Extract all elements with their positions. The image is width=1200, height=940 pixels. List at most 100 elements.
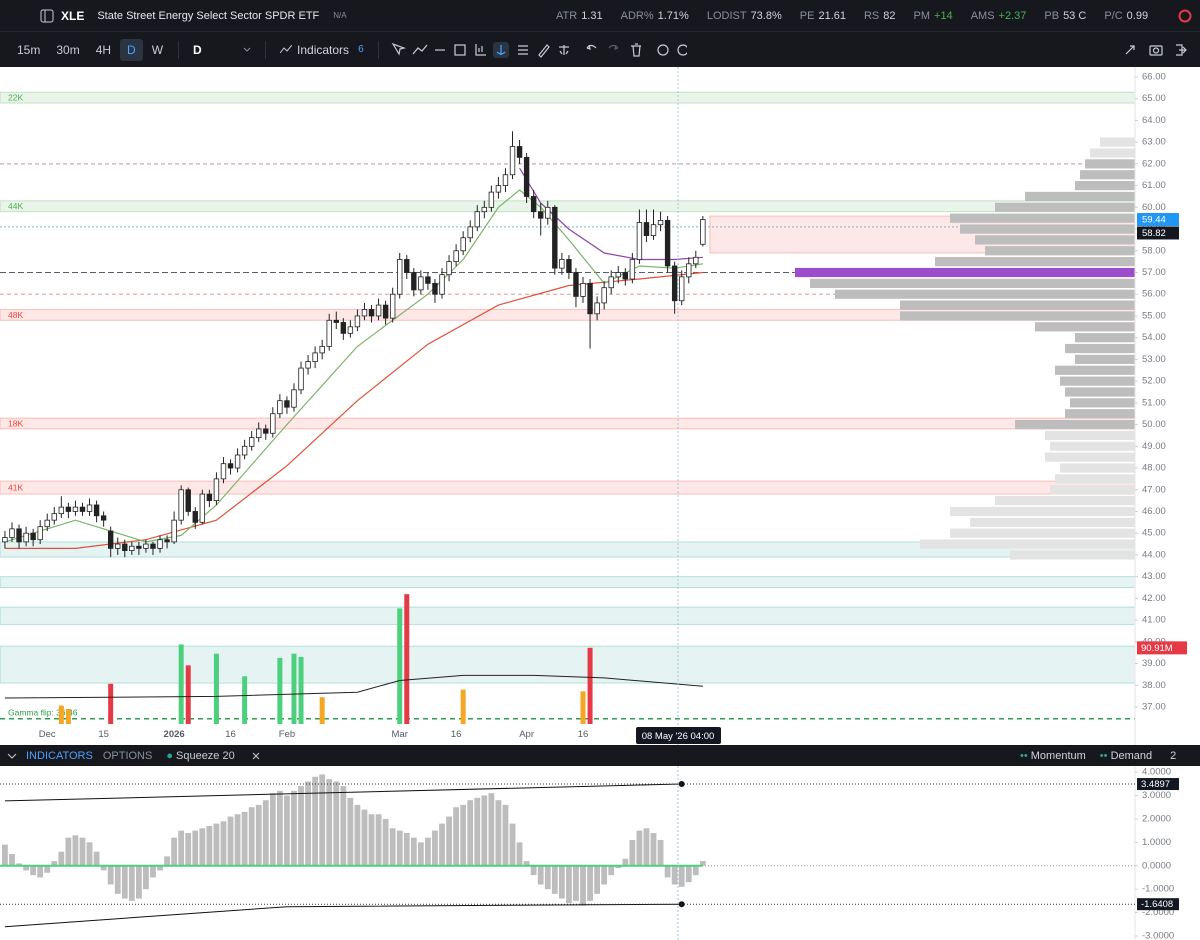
zone — [0, 480, 1136, 495]
collapse-chevron[interactable] — [7, 752, 17, 760]
panel-tab[interactable]: INDICATORS — [26, 750, 93, 762]
study-name[interactable]: Squeeze 20 — [176, 750, 235, 762]
close-study[interactable] — [251, 751, 261, 761]
y-tick-label: 47.00 — [1142, 484, 1166, 495]
pane-item-dot: •• — [1099, 750, 1111, 762]
candle-body — [545, 206, 551, 219]
toolbar: 15m 30m 4H D W D Indicators 6 — [0, 32, 1200, 67]
candle-body — [234, 454, 241, 469]
candle-body — [432, 282, 438, 295]
panel-tab[interactable]: OPTIONS — [102, 750, 153, 762]
snapshot-tools[interactable] — [1120, 40, 1190, 60]
candle-body — [488, 191, 495, 208]
momentum-bar — [608, 865, 615, 876]
indicators-icon — [280, 44, 293, 53]
x-tick-label: Apr — [519, 729, 534, 740]
y-tick-label: 65.00 — [1142, 93, 1166, 104]
stat-label: ATR — [556, 9, 578, 22]
stat: PE 21.61 — [800, 10, 846, 22]
study-dot: ● — [166, 750, 173, 762]
stat-label: PM — [913, 9, 931, 22]
candle-body — [30, 532, 36, 541]
oi-bar — [185, 665, 191, 724]
stat-label: AMS — [970, 9, 995, 22]
y-tick-label: 50.00 — [1142, 419, 1166, 430]
profile-bar — [1050, 441, 1135, 451]
candle-body — [347, 326, 354, 334]
y-tick-label: 49.00 — [1142, 441, 1166, 452]
interval-button[interactable]: D — [120, 38, 143, 61]
separator — [377, 40, 379, 59]
candle-body — [411, 272, 417, 291]
profile-bar — [795, 267, 1135, 278]
momentum-chart[interactable]: 4.0000 3.0000 2.0000 1.0000 0.0000 -1.0000 -2.… — [0, 766, 1200, 940]
momentum-bar — [467, 800, 474, 866]
price-chart[interactable]: 22K 44K 48K 18K 41K Gamma flip: 36.46 37.00 38.… — [0, 67, 1200, 745]
interval-select[interactable]: D — [187, 39, 257, 61]
y-tick-label: -2.0000 — [1142, 907, 1174, 918]
candle-body — [418, 276, 424, 291]
momentum-bar — [446, 816, 452, 866]
candle-body — [495, 185, 502, 193]
open-interest — [4, 594, 703, 724]
interval-button[interactable]: 4H — [95, 42, 112, 57]
profile-bar — [995, 202, 1135, 212]
zone — [0, 200, 1136, 213]
momentum-bar — [178, 830, 185, 866]
indicators-button[interactable]: Indicators 6 — [274, 39, 370, 61]
stat-label: LODIST — [706, 9, 747, 22]
momentum-bar — [488, 793, 495, 866]
candle-body — [58, 506, 65, 515]
momentum-bar — [347, 797, 354, 866]
momentum-bar — [269, 793, 276, 866]
momentum-bar — [580, 865, 586, 906]
stat: LODIST 73.8% — [707, 10, 782, 22]
candle-body — [375, 304, 382, 317]
oi-bar — [65, 708, 71, 724]
profile-bar — [835, 289, 1135, 299]
momentum-bar — [276, 790, 283, 866]
symbol[interactable]: XLE — [61, 8, 85, 23]
interval-button[interactable]: 30m — [56, 42, 80, 57]
indicator-count: 6 — [358, 44, 364, 55]
candle-body — [326, 319, 332, 347]
profile-bar — [975, 235, 1135, 245]
momentum-axis: 4.0000 3.0000 2.0000 1.0000 0.0000 -1.0000 -2.… — [1134, 766, 1179, 940]
pane-item[interactable]: •• Demand — [1100, 750, 1152, 762]
interval-button[interactable]: 15m — [17, 42, 41, 57]
candle-body — [312, 352, 318, 362]
candle-body — [425, 276, 431, 284]
candle-body — [178, 489, 184, 521]
candle-body — [93, 504, 100, 517]
y-tick-label: 43.00 — [1142, 571, 1166, 582]
stat: P/C 0.99 — [1104, 10, 1148, 22]
momentum-bar — [65, 837, 72, 866]
profile-bar — [1035, 322, 1135, 332]
momentum-bar — [128, 865, 135, 901]
pane-item[interactable]: •• Momentum — [1020, 750, 1086, 762]
candle-body — [700, 219, 706, 245]
candle-body — [256, 428, 262, 439]
candle-body — [171, 519, 177, 543]
momentum-bar — [114, 865, 121, 894]
drawing-tools[interactable] — [387, 40, 687, 60]
momentum-bar — [685, 865, 692, 883]
layout-icon[interactable] — [40, 9, 54, 23]
profile-bar — [960, 224, 1135, 234]
zone-label: 44K — [8, 201, 23, 211]
interval-button[interactable]: W — [151, 42, 164, 57]
momentum-bar — [23, 865, 29, 871]
y-tick-label: 1.0000 — [1142, 837, 1171, 848]
profile-bar — [985, 246, 1135, 256]
candle-body — [37, 526, 43, 541]
profile-bar — [950, 506, 1135, 517]
candle-body — [601, 287, 607, 304]
momentum-bar — [495, 800, 502, 866]
oi-marker-bg — [1137, 641, 1187, 655]
candle-body — [523, 156, 530, 197]
momentum-bar — [333, 781, 340, 866]
candle-body — [340, 322, 347, 334]
candle-body — [2, 537, 8, 543]
profile-bar — [1060, 463, 1135, 473]
